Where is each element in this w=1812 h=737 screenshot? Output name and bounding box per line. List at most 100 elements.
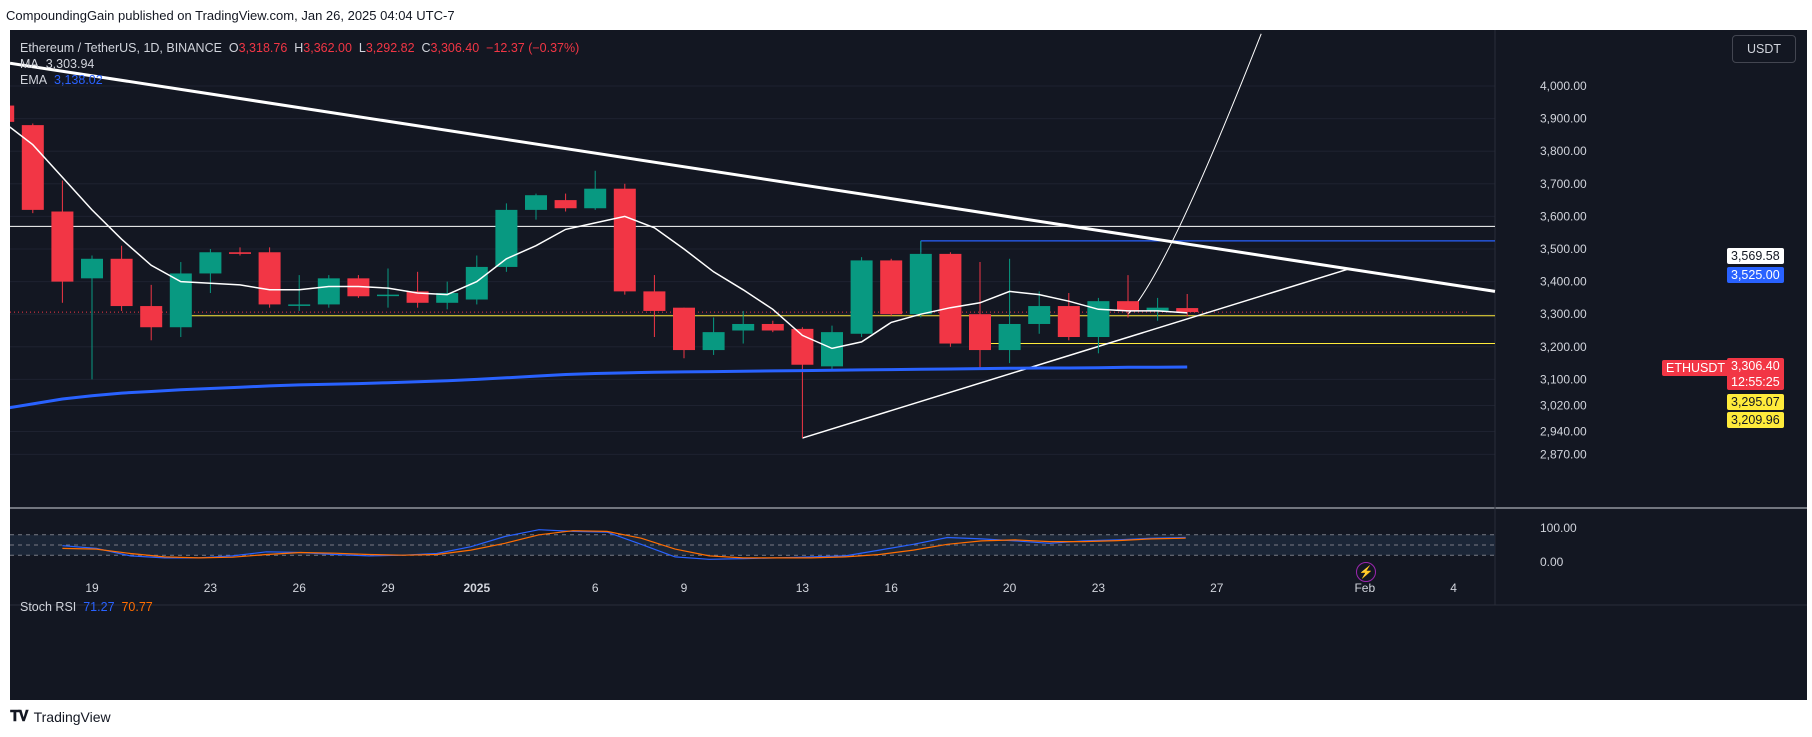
candle-body — [10, 105, 15, 122]
price-tick-label: 3,600.00 — [1540, 209, 1587, 223]
candle-body — [1146, 307, 1169, 311]
currency-button[interactable]: USDT — [1732, 35, 1796, 63]
stoch-rsi-legend: Stoch RSI 71.27 70.77 — [20, 600, 153, 614]
candles — [10, 105, 1199, 439]
candle-body — [880, 260, 903, 315]
ema-label[interactable]: EMA — [20, 73, 48, 87]
high-value: 3,362.00 — [303, 41, 352, 55]
stoch-axis-label: 100.00 — [1540, 521, 1577, 535]
ma-line — [10, 126, 1188, 350]
publisher-caption: CompoundingGain published on TradingView… — [6, 8, 455, 23]
stoch-rsi-pane: 100.00 0.00 — [10, 521, 1577, 569]
candle-body — [969, 314, 991, 351]
price-tick-label: 3,300.00 — [1540, 307, 1587, 321]
chart-frame[interactable]: 4,000.00 3,900.00 3,800.00 3,700.00 3,600.00… — [10, 30, 1807, 700]
yellow-tag-1: 3,295.07 — [1727, 394, 1784, 410]
stoch-rsi-d-value: 70.77 — [121, 600, 153, 614]
price-chart[interactable]: 4,000.00 3,900.00 3,800.00 3,700.00 3,600.00… — [10, 30, 1807, 700]
symbol-title[interactable]: Ethereum / TetherUS, 1D, BINANCE — [20, 41, 222, 55]
countdown-tag: 12:55:25 — [1727, 374, 1784, 390]
time-tick-label: 20 — [1003, 581, 1017, 595]
candle-body — [229, 252, 251, 254]
descending-trendline — [10, 61, 1496, 293]
candle-body — [909, 253, 932, 315]
candle-body — [821, 332, 843, 367]
time-tick-label: 23 — [1092, 581, 1106, 595]
price-tick-label: 3,400.00 — [1540, 275, 1587, 289]
candle-body — [702, 332, 725, 351]
price-tick-label: 3,700.00 — [1540, 177, 1587, 191]
close-label: C — [421, 41, 431, 55]
time-tick-label: 27 — [1210, 581, 1224, 595]
last-price-tag: 3,306.40 — [1727, 358, 1784, 374]
level-tag-blue: 3,525.00 — [1727, 267, 1784, 283]
candle-body — [199, 252, 222, 274]
stoch-band — [10, 534, 1495, 556]
candle-body — [584, 188, 607, 209]
symbol-legend: Ethereum / TetherUS, 1D, BINANCE O3,318.… — [20, 40, 579, 88]
candle-body — [110, 258, 133, 307]
candle-body — [525, 195, 547, 210]
open-label: O — [228, 41, 239, 55]
time-axis: 19 23 26 29 2025 6 9 13 16 20 23 27 Feb 4 — [10, 581, 1807, 606]
candle-body — [377, 294, 399, 297]
price-tick-label: 3,100.00 — [1540, 372, 1587, 386]
candle-body — [643, 291, 666, 311]
tradingview-logo-icon: 𝐓𝐕 — [10, 708, 29, 725]
low-value: 3,292.82 — [365, 41, 415, 55]
ema-value: 3,138.02 — [54, 73, 103, 87]
candle-body — [21, 125, 44, 210]
candle-body — [998, 323, 1021, 351]
close-value: 3,306.40 — [430, 41, 480, 55]
level-tag-top: 3,569.58 — [1727, 248, 1784, 264]
candle-body — [791, 328, 814, 365]
candle-body — [1057, 306, 1080, 338]
footer: 𝐓𝐕 TradingView — [10, 708, 111, 725]
ma-label[interactable]: MA — [20, 57, 39, 71]
candle-body — [1176, 308, 1199, 313]
time-tick-label: 26 — [293, 581, 307, 595]
low-label: L — [358, 41, 366, 55]
symbol-tag: ETHUSDT — [1662, 360, 1730, 376]
stoch-axis-label: 0.00 — [1540, 555, 1564, 569]
stoch-rsi-label[interactable]: Stoch RSI — [20, 600, 77, 614]
high-label: H — [294, 41, 304, 55]
ascending-trendline — [802, 267, 1351, 439]
candle-body — [732, 323, 755, 331]
stoch-d-line — [62, 530, 1186, 559]
ma-value: 3,303.94 — [45, 57, 95, 71]
moving-averages — [10, 126, 1188, 410]
candle-body — [258, 252, 281, 305]
candle-body — [81, 258, 103, 279]
price-tick-label: 2,870.00 — [1540, 447, 1587, 461]
time-tick-label: 9 — [681, 581, 688, 595]
time-tick-label: 4 — [1450, 581, 1457, 595]
price-axis: 4,000.00 3,900.00 3,800.00 3,700.00 3,600.00… — [1540, 79, 1587, 461]
time-tick-label: 23 — [204, 581, 218, 595]
time-tick-label: 29 — [381, 581, 395, 595]
time-tick-label: 16 — [885, 581, 899, 595]
candle-body — [51, 211, 74, 282]
time-tick-label: Feb — [1354, 581, 1375, 595]
grid — [10, 30, 1807, 605]
time-tick-label: 13 — [796, 581, 810, 595]
change-value: −12.37 (−0.37%) — [486, 41, 580, 55]
price-tick-label: 3,900.00 — [1540, 112, 1587, 126]
price-tick-label: 4,000.00 — [1540, 79, 1587, 93]
candle-body — [1028, 306, 1051, 324]
price-tick-label: 3,500.00 — [1540, 242, 1587, 256]
candle-body — [761, 323, 784, 331]
horizontal-levels — [10, 225, 1495, 345]
projection-curve — [1127, 33, 1262, 315]
trendlines — [10, 33, 1496, 439]
candle-body — [613, 188, 636, 292]
time-tick-label: 2025 — [463, 581, 490, 595]
candle-body — [939, 253, 962, 344]
candle-body — [169, 273, 192, 328]
price-tick-label: 3,020.00 — [1540, 398, 1587, 412]
candle-body — [140, 306, 163, 328]
price-tick-label: 3,800.00 — [1540, 144, 1587, 158]
candle-body — [347, 278, 370, 297]
price-tick-label: 2,940.00 — [1540, 425, 1587, 439]
lightning-icon[interactable]: ⚡ — [1356, 562, 1376, 582]
